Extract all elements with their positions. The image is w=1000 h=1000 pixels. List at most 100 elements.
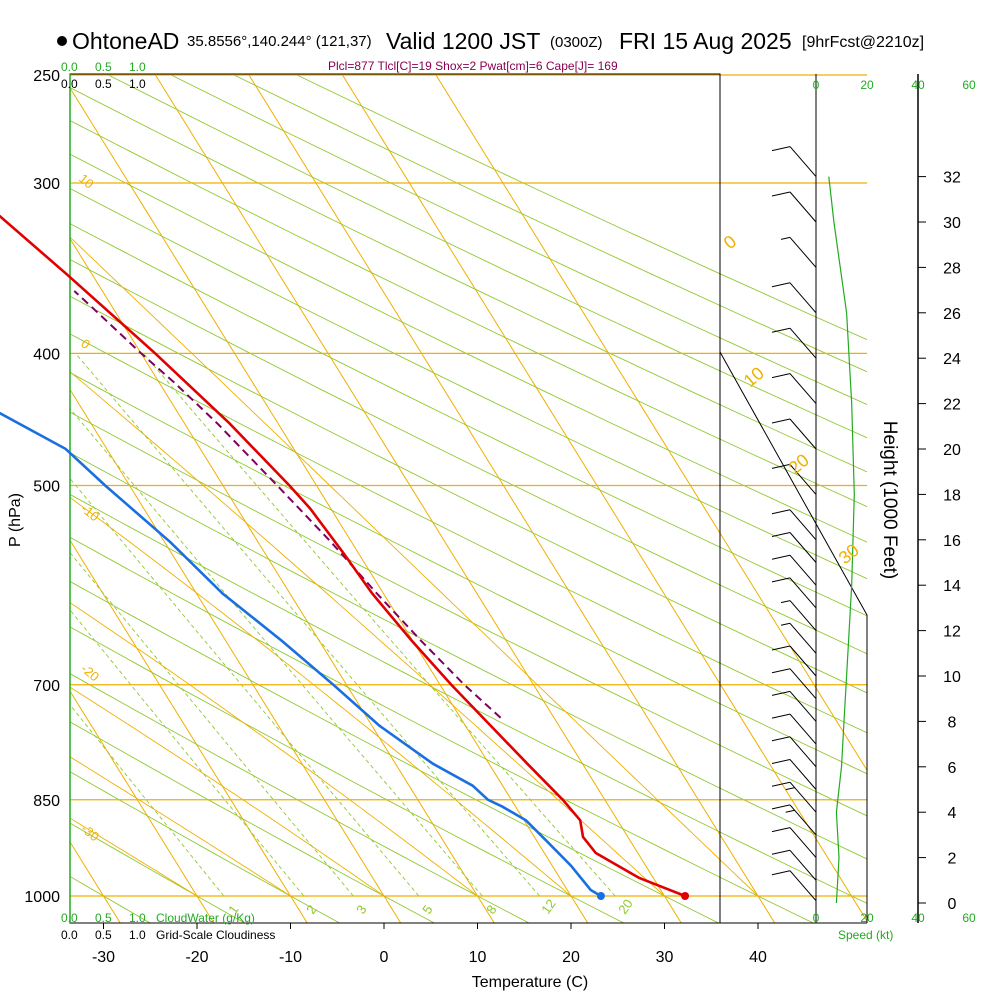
x-tick-label: 0 xyxy=(380,949,389,966)
mixing-ratio-line xyxy=(70,407,483,897)
dry-adiabat xyxy=(168,74,867,405)
isotherm-line xyxy=(341,74,867,922)
isotherm-line xyxy=(154,74,682,923)
dry-adiabat xyxy=(231,74,867,373)
grid-group xyxy=(0,0,867,925)
wind-speed-tick-bottom: 60 xyxy=(962,911,976,925)
isotherm-label: -30 xyxy=(78,821,102,845)
wind-barb xyxy=(771,668,817,700)
x-tick-label: 30 xyxy=(656,949,674,966)
dry-adiabat xyxy=(70,771,341,923)
height-tick-label: 18 xyxy=(943,487,961,504)
wind-barb xyxy=(771,781,817,813)
wind-speed-tick-bottom: 20 xyxy=(860,911,874,925)
wind-barb xyxy=(780,236,817,268)
x-tick-label: -10 xyxy=(279,949,302,966)
wind-speed-profile xyxy=(828,176,855,904)
isotherm-label: 20 xyxy=(785,450,813,478)
wind-barb xyxy=(771,827,817,858)
wind-barb xyxy=(771,554,817,586)
wind-barb xyxy=(771,327,817,359)
wind-barb xyxy=(771,146,817,177)
mixing-ratio-line xyxy=(142,353,616,897)
isotherm-line xyxy=(70,237,495,923)
height-tick-label: 6 xyxy=(948,760,957,777)
mixing-ratio-line xyxy=(70,551,354,897)
wind-speed-tick-bottom: 0 xyxy=(813,911,820,925)
isotherm-line xyxy=(247,74,776,923)
moist-adiabat xyxy=(70,686,385,897)
dry-adiabat xyxy=(70,580,720,923)
moist-adiabat xyxy=(70,236,759,897)
isotherm-label: 0 xyxy=(720,231,741,253)
moist-adiabat xyxy=(70,371,665,897)
isotherm-line xyxy=(434,74,867,772)
wind-barb xyxy=(771,532,817,563)
isotherm-line xyxy=(0,0,28,925)
dry-adiabat xyxy=(70,87,867,473)
dry-adiabat xyxy=(70,119,867,508)
moist-adiabat xyxy=(70,756,291,897)
pressure-tick-label: 1000 xyxy=(24,889,60,906)
dry-adiabat xyxy=(70,493,867,904)
top-scale-green: 1.0 xyxy=(129,60,146,74)
isotherm-label: 0 xyxy=(78,336,93,352)
x-tick-label: -30 xyxy=(92,949,115,966)
dry-adiabat xyxy=(70,153,867,543)
bottom-scale-green: 0.0 xyxy=(61,911,78,925)
top-scale-green: 0.0 xyxy=(61,60,78,74)
height-tick-label: 20 xyxy=(943,442,961,459)
height-tick-label: 2 xyxy=(948,851,957,868)
wind-barb xyxy=(771,577,817,609)
top-scale-black: 0.0 xyxy=(61,77,78,91)
plot-frame xyxy=(69,73,721,924)
pressure-tick-label: 700 xyxy=(33,678,60,695)
wind-barb xyxy=(780,600,817,631)
isotherm-line xyxy=(70,86,589,923)
surface-temperature-point xyxy=(681,892,690,900)
bottom-scale-green: 0.5 xyxy=(95,911,112,925)
mixing-ratio-label: 5 xyxy=(419,902,435,917)
height-tick-label: 0 xyxy=(948,896,957,913)
moist-adiabat xyxy=(70,496,572,897)
pressure-tick-label: 400 xyxy=(33,346,60,363)
surface-dewpoint-point xyxy=(596,892,605,900)
dry-adiabat xyxy=(293,74,867,341)
top-scale-black: 1.0 xyxy=(129,77,146,91)
dry-adiabat xyxy=(70,452,867,860)
wind-speed-tick-bottom: 40 xyxy=(911,911,925,925)
x-tick-label: -20 xyxy=(185,949,208,966)
wind-barb xyxy=(771,418,817,450)
bottom-scale-green: 1.0 xyxy=(129,911,146,925)
dry-adiabat xyxy=(70,721,436,923)
height-tick-label: 10 xyxy=(943,669,961,686)
mixing-ratio-label: 2 xyxy=(303,902,319,917)
dry-adiabat xyxy=(70,333,867,734)
wind-speed-tick-top: 20 xyxy=(860,78,874,92)
dry-adiabat xyxy=(70,626,625,923)
mixing-ratio-line xyxy=(70,609,305,897)
isotherm-label: 10 xyxy=(740,363,768,391)
dry-adiabat xyxy=(70,372,867,775)
wind-barb xyxy=(771,645,817,677)
height-tick-label: 16 xyxy=(943,533,961,550)
height-tick-label: 24 xyxy=(943,351,961,368)
wind-barb xyxy=(771,282,817,314)
mixing-ratio-line xyxy=(70,704,225,897)
dry-adiabat xyxy=(70,259,867,655)
top-scale-green: 0.5 xyxy=(95,60,112,74)
pressure-tick-label: 250 xyxy=(33,68,60,85)
dry-adiabat xyxy=(70,673,530,923)
wind-barb xyxy=(771,736,817,768)
bottom-scale-black: 0.5 xyxy=(95,928,112,942)
wind-barb xyxy=(780,622,817,654)
dry-adiabat xyxy=(70,875,152,923)
pressure-tick-label: 300 xyxy=(33,176,60,193)
wind-barb xyxy=(771,849,817,881)
dry-adiabat xyxy=(70,536,815,923)
mixing-ratio-label: 3 xyxy=(353,902,369,917)
dry-adiabat xyxy=(70,223,867,617)
isotherm-label: -20 xyxy=(78,661,102,685)
isotherm-label: -10 xyxy=(78,501,102,525)
